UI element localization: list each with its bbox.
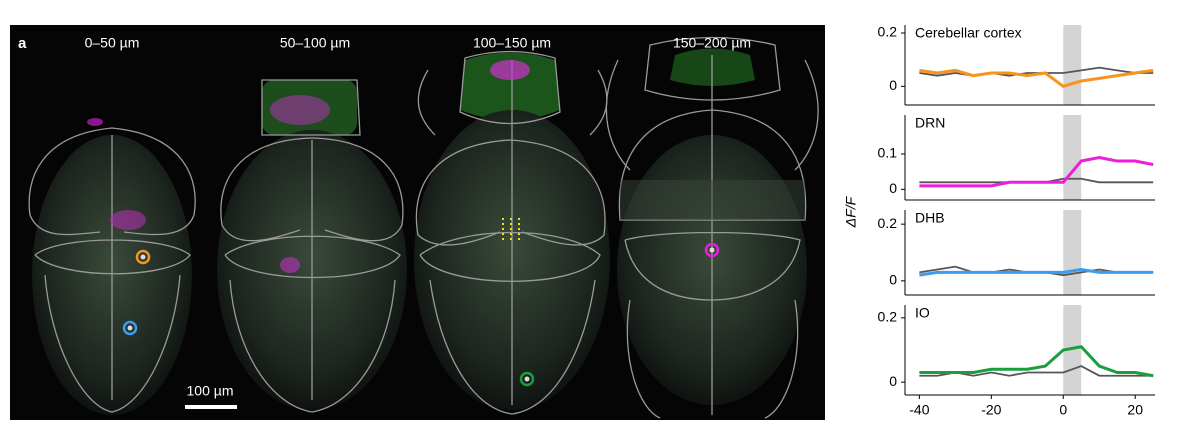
scale-bar	[185, 405, 237, 409]
scale-bar-label: 100 µm	[187, 383, 234, 399]
y-tick-label: 0.1	[878, 145, 898, 161]
depth-label: 0–50 µm	[85, 35, 140, 51]
roi-markers	[122, 242, 720, 387]
y-tick-label: 0	[889, 272, 897, 288]
brain-1	[217, 79, 407, 413]
y-tick-label: 0.2	[878, 215, 898, 231]
y-tick-label: 0	[889, 77, 897, 93]
trace	[919, 345, 1154, 378]
trace	[919, 68, 1154, 88]
x-tick-label: -20	[981, 402, 1001, 418]
brain-2	[414, 50, 610, 415]
depth-label: 150–200 µm	[673, 35, 751, 51]
chart-title: DHB	[915, 210, 945, 226]
panel-label: a	[18, 35, 27, 52]
y-tick-label: 0	[889, 373, 897, 389]
stimulus-shade	[1063, 115, 1082, 200]
y-tick-label: 0.2	[878, 309, 898, 325]
stimulus-shade	[1063, 25, 1082, 105]
chart-title: IO	[915, 305, 930, 321]
depth-label: 100–150 µm	[473, 35, 551, 51]
brain-0	[28, 118, 196, 415]
y-axis-label: ΔF/F	[843, 195, 859, 228]
chart-title: Cerebellar cortex	[915, 25, 1022, 41]
trace	[919, 267, 1154, 277]
x-tick-label: -40	[909, 402, 929, 418]
stimulus-shade	[1063, 305, 1082, 395]
x-tick-label: 20	[1127, 402, 1143, 418]
stimulus-shade	[1063, 210, 1082, 295]
brain-3	[605, 36, 819, 419]
depth-label: 50–100 µm	[280, 35, 350, 51]
trace	[919, 155, 1154, 188]
y-tick-label: 0	[889, 180, 897, 196]
y-tick-label: 0.2	[878, 24, 898, 40]
chart-title: DRN	[915, 115, 945, 131]
x-tick-label: 0	[1059, 402, 1067, 418]
